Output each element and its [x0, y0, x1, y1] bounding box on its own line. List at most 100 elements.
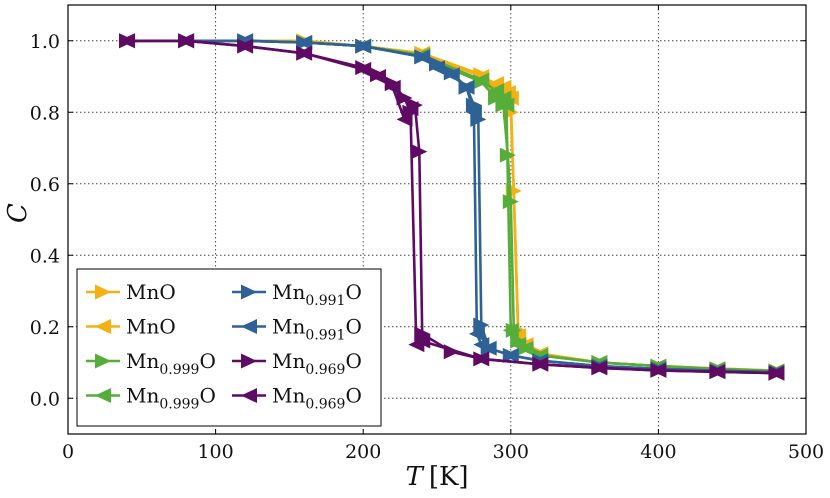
data-point	[408, 337, 425, 353]
legend-label-base: Mn	[272, 384, 305, 408]
y-tick-label: 1.0	[30, 31, 60, 53]
data-point	[502, 322, 519, 338]
legend-box	[76, 268, 382, 427]
data-point	[429, 60, 445, 76]
data-point	[237, 38, 254, 54]
legend-item: Mn0.969O	[232, 384, 362, 413]
legend-label-base: Mn	[272, 315, 305, 339]
y-tick-label: 0.0	[30, 388, 60, 410]
data-point	[296, 45, 313, 61]
legend-label-tail: O	[199, 384, 215, 408]
legend-label-base: Mn	[272, 349, 305, 373]
legend-swatch-marker	[241, 388, 257, 403]
y-tick-label: 0.4	[30, 245, 60, 267]
data-point	[119, 33, 136, 49]
legend-label-tail: O	[159, 315, 175, 339]
legend-label-base: Mn	[126, 349, 159, 373]
data-point	[532, 356, 549, 372]
legend-label-sub: 0.999	[159, 362, 199, 378]
data-point	[443, 67, 460, 83]
legend-item: Mn0.991O	[232, 280, 362, 309]
legend-label: MnO	[126, 280, 176, 304]
legend-label-tail: O	[345, 349, 361, 373]
y-tick-label: 0.8	[30, 102, 60, 124]
data-point	[473, 351, 490, 367]
data-point	[709, 364, 726, 380]
x-tick-label: 400	[640, 441, 676, 463]
legend-item: Mn0.999O	[86, 384, 216, 413]
data-point	[414, 326, 431, 342]
legend-swatch-marker	[95, 319, 111, 334]
data-point	[488, 83, 505, 99]
legend-swatch-marker	[241, 319, 257, 334]
legend-label-base: Mn	[126, 315, 159, 339]
data-point	[650, 362, 667, 378]
series-7-group	[119, 33, 785, 381]
x-tick-label: 0	[62, 441, 74, 463]
legend-label-sub: 0.991	[305, 328, 345, 344]
x-tick-label: 200	[345, 441, 381, 463]
data-point	[458, 79, 475, 95]
data-point	[396, 111, 413, 127]
legend-label-base: Mn	[126, 280, 159, 304]
x-axis-title-unit: [K]	[429, 462, 469, 492]
legend-swatch-marker	[95, 353, 111, 369]
legend-label-tail: O	[199, 349, 215, 373]
legend-label-tail: O	[159, 280, 175, 304]
legend-label-sub: 0.969	[305, 362, 345, 378]
legend-swatch-marker	[95, 284, 111, 300]
legend-label: Mn0.999O	[126, 349, 216, 378]
legend-swatch-marker	[241, 284, 257, 300]
data-point	[468, 326, 485, 342]
legend-label: Mn0.969O	[272, 384, 362, 413]
legend-label-sub: 0.969	[305, 397, 345, 413]
legend-item: MnO	[86, 280, 176, 304]
legend-label-base: Mn	[272, 280, 305, 304]
data-point	[369, 69, 386, 84]
legend: MnOMnOMn0.999OMn0.999OMn0.991OMn0.991OMn…	[76, 268, 382, 427]
series-group	[119, 33, 785, 381]
legend-swatch-marker	[95, 388, 111, 403]
data-point	[296, 35, 313, 51]
legend-item: Mn0.991O	[232, 315, 362, 344]
data-point	[355, 38, 372, 54]
legend-label-base: Mn	[126, 384, 159, 408]
plot-frame	[67, 4, 807, 435]
y-tick-label: 0.2	[30, 317, 60, 339]
legend-label-sub: 0.991	[305, 293, 345, 309]
legend-label: Mn0.991O	[272, 315, 362, 344]
y-tick-label: 0.6	[30, 174, 60, 196]
legend-swatch-marker	[241, 353, 257, 369]
data-point	[768, 365, 785, 381]
data-point	[591, 360, 608, 376]
data-point	[502, 347, 519, 363]
data-point	[473, 72, 490, 88]
x-axis-title-var: T	[405, 462, 424, 492]
legend-item: Mn0.999O	[86, 349, 216, 378]
legend-label: MnO	[126, 315, 176, 339]
data-point	[510, 337, 527, 353]
data-point	[355, 61, 372, 77]
legend-label: Mn0.999O	[126, 384, 216, 413]
legend-label: Mn0.991O	[272, 280, 362, 309]
legend-label-tail: O	[345, 280, 361, 304]
data-point	[502, 194, 519, 210]
legend-item: Mn0.969O	[232, 349, 362, 378]
data-point	[473, 337, 490, 353]
legend-label: Mn0.969O	[272, 349, 362, 378]
y-axis-title: C	[3, 203, 33, 223]
axis-ticks: 0 100 200 300 400 500 0.0 0.2 0.4 0.6 0.8 1.0	[30, 5, 824, 463]
data-point	[402, 101, 419, 117]
legend-item: MnO	[86, 315, 176, 339]
data-point	[465, 104, 482, 120]
data-point	[414, 49, 431, 65]
x-tick-label: 500	[788, 441, 824, 463]
x-axis-title: T [K]	[405, 462, 468, 492]
data-point	[384, 79, 401, 95]
legend-label-tail: O	[345, 315, 361, 339]
legend-label-tail: O	[345, 384, 361, 408]
legend-label-sub: 0.999	[159, 397, 199, 413]
x-tick-label: 100	[197, 441, 233, 463]
data-point	[178, 33, 195, 49]
